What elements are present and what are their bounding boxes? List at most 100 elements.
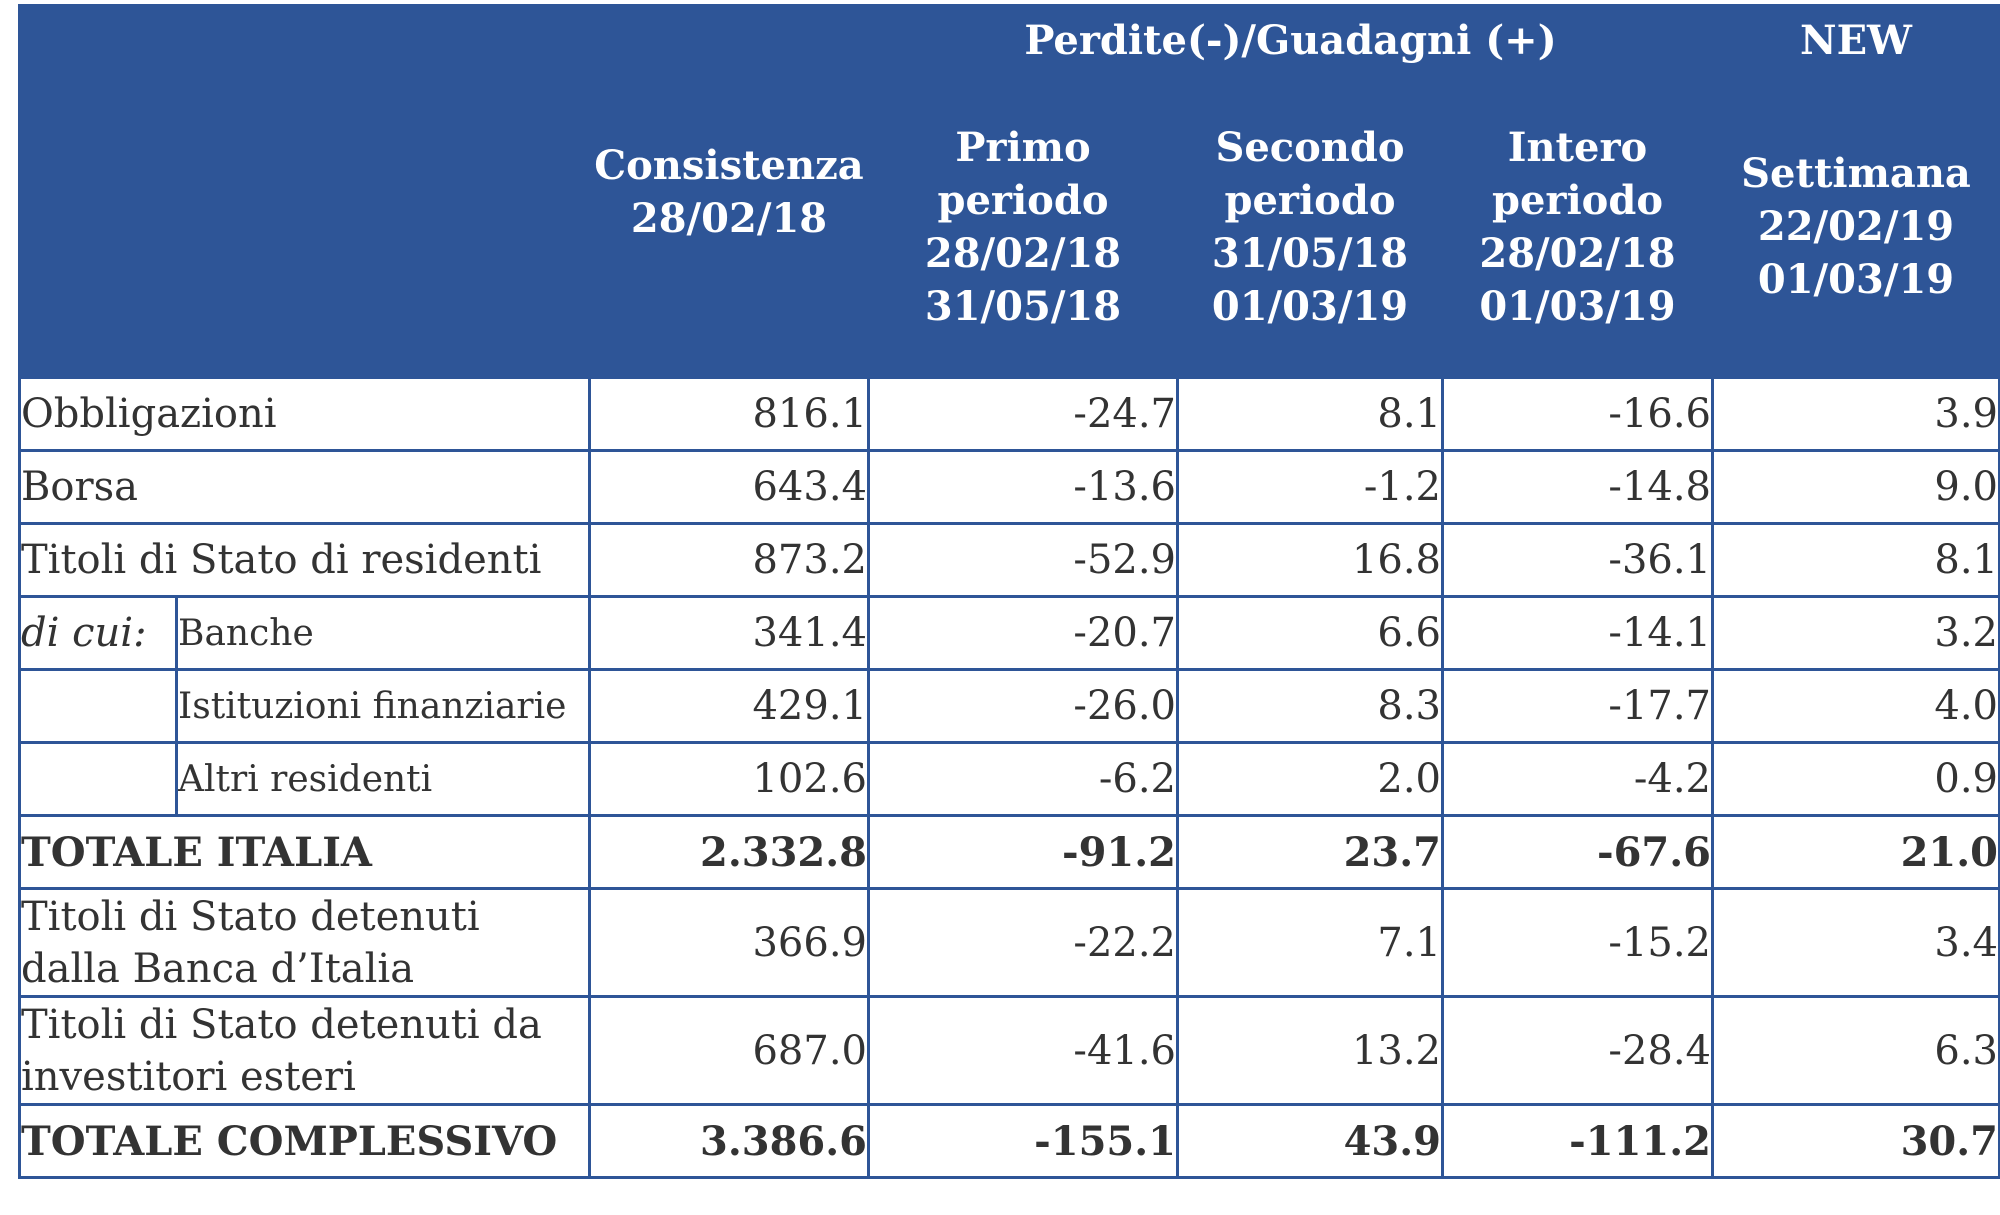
cell-primo: -6.2 [867,741,1179,817]
cell-consistenza: 816.1 [588,376,870,452]
header-primo-line3: 28/02/18 [924,229,1122,277]
cell-secondo: 2.0 [1176,741,1444,817]
row-label: Titoli di Stato detenuti da investitori … [18,995,591,1106]
cell-primo: -41.6 [867,995,1179,1106]
table-row-istituzioni: Istituzioni finanziarie 429.1 -26.0 8.3 … [18,668,2000,744]
cell-primo: -13.6 [867,449,1179,525]
cell-settimana: 3.9 [1711,376,2000,452]
cell-intero: -16.6 [1441,376,1714,452]
row-label: Titoli di Stato di residenti [18,522,591,598]
cell-settimana: 9.0 [1711,449,2000,525]
table-row-obbligazioni: Obbligazioni 816.1 -24.7 8.1 -16.6 3.9 [18,376,2000,452]
row-prefix-di-cui: di cui: [18,595,178,671]
table-row-totale-italia: TOTALE ITALIA 2.332.8 -91.2 23.7 -67.6 2… [18,814,2000,890]
cell-settimana: 3.4 [1711,887,2000,998]
cell-intero: -17.7 [1441,668,1714,744]
header-primo-line4: 31/05/18 [924,282,1122,330]
header-primo-line1: Primo [955,123,1091,171]
cell-secondo: 13.2 [1176,995,1444,1106]
cell-consistenza: 366.9 [588,887,870,998]
row-label: Borsa [18,449,591,525]
header-consistenza: Consistenza 28/02/18 [588,4,870,379]
header-secondo-line2: periodo [1224,176,1396,224]
row-label: Istituzioni finanziarie [175,668,591,744]
cell-settimana: 8.1 [1711,522,2000,598]
cell-intero: -67.6 [1441,814,1714,890]
cell-secondo: 23.7 [1176,814,1444,890]
row-label-line2: investitori esteri [21,1053,356,1100]
header-secondo-line3: 31/05/18 [1211,229,1409,277]
table-row-titoli-residenti: Titoli di Stato di residenti 873.2 -52.9… [18,522,2000,598]
row-label-line2: dalla Banca d’Italia [21,945,415,992]
cell-intero: -14.8 [1441,449,1714,525]
losses-gains-table: Consistenza 28/02/18 Perdite(-)/Guadagni… [18,4,2000,1179]
header-group-perdite-guadagni: Perdite(-)/Guadagni (+) [867,4,1714,77]
cell-settimana: 21.0 [1711,814,2000,890]
row-label: Banche [175,595,591,671]
cell-consistenza: 102.6 [588,741,870,817]
header-secondo-periodo: Secondo periodo 31/05/18 01/03/19 [1176,74,1444,379]
row-label-line1: Titoli di Stato detenuti da [21,1001,542,1048]
cell-primo: -155.1 [867,1103,1179,1179]
cell-secondo: 8.1 [1176,376,1444,452]
header-intero-line2: periodo [1491,176,1663,224]
row-label: Titoli di Stato detenuti dalla Banca d’I… [18,887,591,998]
row-label: TOTALE COMPLESSIVO [18,1103,591,1179]
row-label: Altri residenti [175,741,591,817]
header-intero-line1: Intero [1507,123,1648,171]
cell-settimana: 30.7 [1711,1103,2000,1179]
row-prefix-empty [18,668,178,744]
cell-primo: -26.0 [867,668,1179,744]
cell-intero: -15.2 [1441,887,1714,998]
cell-primo: -20.7 [867,595,1179,671]
cell-primo: -52.9 [867,522,1179,598]
cell-intero: -111.2 [1441,1103,1714,1179]
cell-secondo: 6.6 [1176,595,1444,671]
header-consistenza-line2: 28/02/18 [630,194,828,242]
table-row-altri: Altri residenti 102.6 -6.2 2.0 -4.2 0.9 [18,741,2000,817]
header-settimana-line3: 01/03/19 [1757,256,1955,303]
cell-settimana: 6.3 [1711,995,2000,1106]
cell-secondo: 8.3 [1176,668,1444,744]
row-prefix-empty [18,741,178,817]
cell-primo: -91.2 [867,814,1179,890]
header-secondo-line4: 01/03/19 [1211,282,1409,330]
table-row-borsa: Borsa 643.4 -13.6 -1.2 -14.8 9.0 [18,449,2000,525]
cell-secondo: 7.1 [1176,887,1444,998]
header-consistenza-line1: Consistenza [594,141,864,189]
header-new: NEW [1711,4,2000,77]
header-primo-line2: periodo [937,176,1109,224]
cell-primo: -24.7 [867,376,1179,452]
cell-settimana: 0.9 [1711,741,2000,817]
table-row-banca-italia: Titoli di Stato detenuti dalla Banca d’I… [18,887,2000,998]
cell-intero: -36.1 [1441,522,1714,598]
cell-secondo: 43.9 [1176,1103,1444,1179]
cell-consistenza: 873.2 [588,522,870,598]
row-label: Obbligazioni [18,376,591,452]
header-settimana: Settimana 22/02/19 01/03/19 [1711,74,2000,379]
cell-intero: -28.4 [1441,995,1714,1106]
header-secondo-line1: Secondo [1215,123,1405,171]
header-intero-periodo: Intero periodo 28/02/18 01/03/19 [1441,74,1714,379]
cell-primo: -22.2 [867,887,1179,998]
header-settimana-line1: Settimana [1741,150,1971,197]
cell-consistenza: 429.1 [588,668,870,744]
table-row-totale-complessivo: TOTALE COMPLESSIVO 3.386.6 -155.1 43.9 -… [18,1103,2000,1179]
header-primo-periodo: Primo periodo 28/02/18 31/05/18 [867,74,1179,379]
cell-intero: -4.2 [1441,741,1714,817]
table-row-banche: di cui: Banche 341.4 -20.7 6.6 -14.1 3.2 [18,595,2000,671]
cell-intero: -14.1 [1441,595,1714,671]
header-settimana-line2: 22/02/19 [1757,203,1955,250]
cell-settimana: 4.0 [1711,668,2000,744]
cell-secondo: 16.8 [1176,522,1444,598]
cell-consistenza: 341.4 [588,595,870,671]
cell-consistenza: 643.4 [588,449,870,525]
cell-settimana: 3.2 [1711,595,2000,671]
header-empty-corner [18,4,591,379]
cell-consistenza: 3.386.6 [588,1103,870,1179]
cell-consistenza: 687.0 [588,995,870,1106]
header-intero-line3: 28/02/18 [1479,229,1676,277]
row-label-line1: Titoli di Stato detenuti [21,893,480,940]
cell-consistenza: 2.332.8 [588,814,870,890]
cell-secondo: -1.2 [1176,449,1444,525]
